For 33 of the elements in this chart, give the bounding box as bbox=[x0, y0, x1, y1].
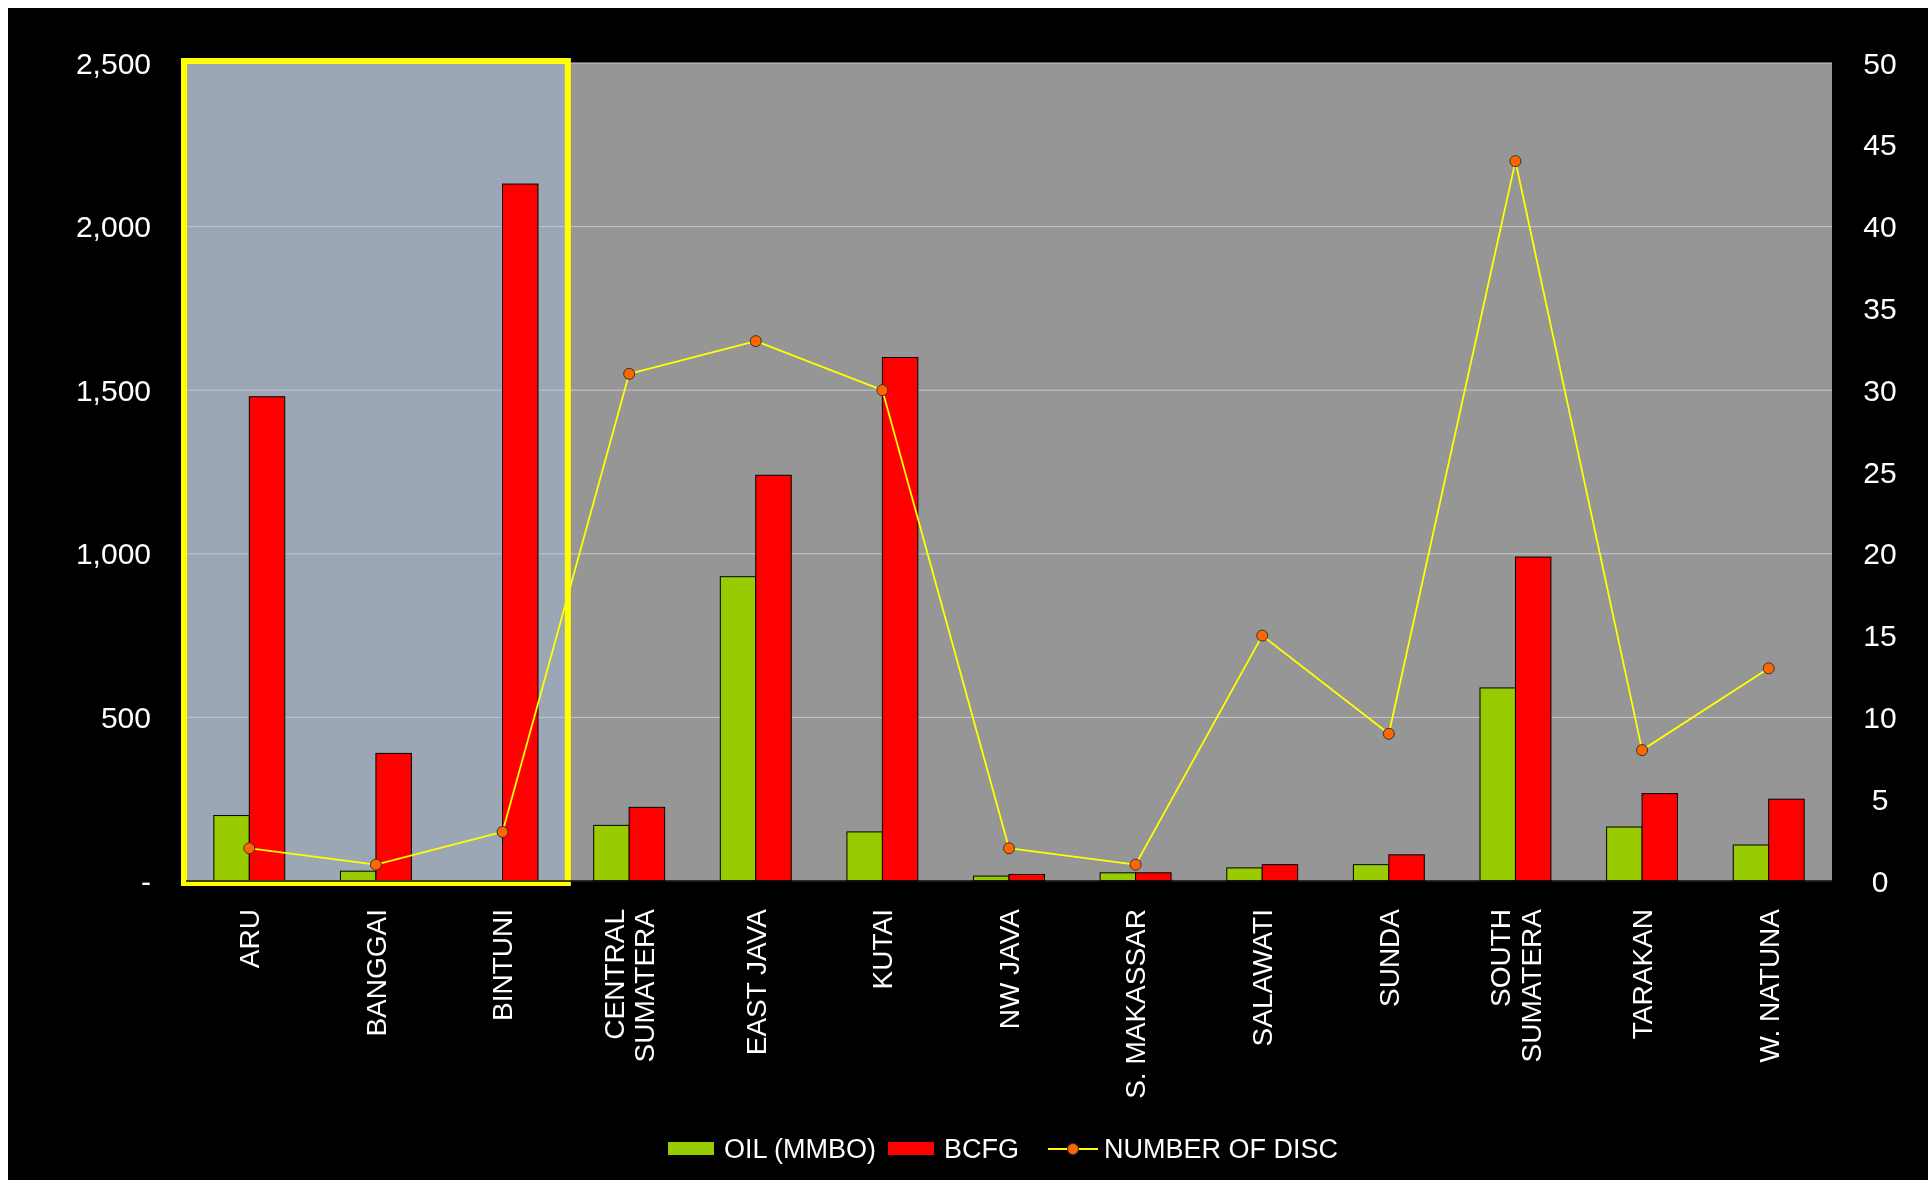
x-tick-label: BINTUNI bbox=[487, 909, 519, 1021]
y2-tick-label: 45 bbox=[1863, 128, 1897, 162]
y2-tick-label: 0 bbox=[1871, 864, 1889, 898]
y2-tick-label: 30 bbox=[1863, 373, 1897, 407]
x-tick-label: BANGGAI bbox=[360, 909, 392, 1037]
x-tick-label: SUNDA bbox=[1373, 908, 1405, 1008]
legend-label: BCFG bbox=[944, 1134, 1020, 1164]
y2-tick-label: 20 bbox=[1863, 537, 1897, 571]
x-tick-label: EAST JAVA bbox=[740, 908, 772, 1056]
x-tick-label: W. NATUNA bbox=[1753, 908, 1785, 1063]
legend-label: OIL (MMBO) bbox=[724, 1134, 876, 1164]
y-tick-label: 1,500 bbox=[75, 373, 151, 407]
y2-tick-label: 15 bbox=[1863, 619, 1897, 653]
legend-label: NUMBER OF DISC bbox=[1104, 1134, 1339, 1164]
y-tick-label: 2,000 bbox=[75, 210, 151, 244]
x-tick-label: TARAKAN bbox=[1626, 909, 1658, 1040]
y-tick-label: - bbox=[141, 864, 151, 898]
y-tick-label: 2,500 bbox=[75, 46, 151, 80]
y2-tick-label: 10 bbox=[1863, 700, 1897, 734]
y-tick-label: 1,000 bbox=[75, 537, 151, 571]
y2-tick-label: 5 bbox=[1871, 782, 1889, 816]
x-tick-label: KUTAI bbox=[867, 909, 899, 990]
x-tick-label: CENTRAL SUMATERA bbox=[598, 908, 661, 1063]
y2-tick-label: 40 bbox=[1863, 210, 1897, 244]
x-tick-label: S. MAKASSAR bbox=[1120, 909, 1152, 1099]
x-tick-label: SALAWATI bbox=[1247, 909, 1279, 1047]
x-tick-label: NW JAVA bbox=[993, 908, 1025, 1030]
y2-tick-label: 50 bbox=[1863, 46, 1897, 80]
x-tick-label: ARU bbox=[234, 909, 266, 969]
y2-tick-label: 25 bbox=[1863, 455, 1897, 489]
y-tick-label: 500 bbox=[100, 700, 151, 734]
y2-tick-label: 35 bbox=[1863, 291, 1897, 325]
x-tick-label: SOUTH SUMATERA bbox=[1484, 908, 1547, 1063]
